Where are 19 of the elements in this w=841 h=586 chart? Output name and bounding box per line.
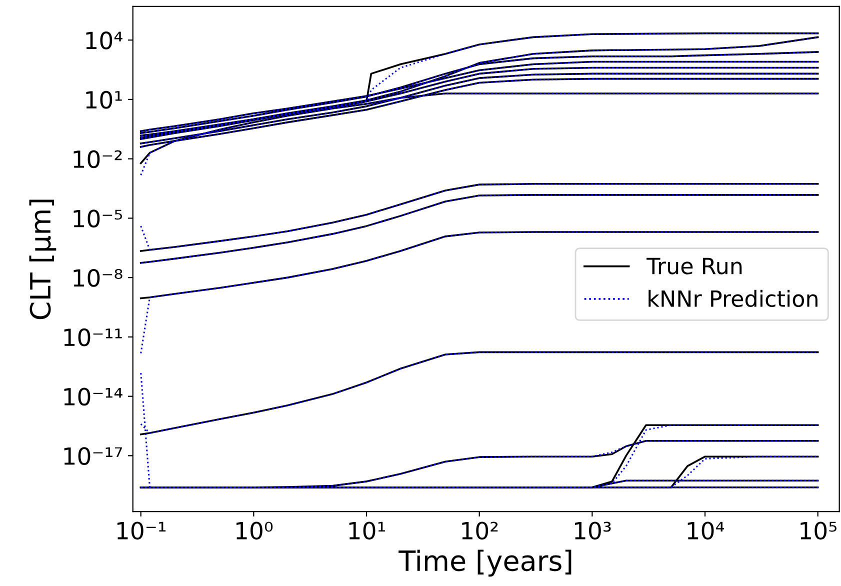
y-tick-label: 10⁻²: [74, 150, 122, 168]
y-tick-label: 10¹: [86, 90, 122, 109]
y-axis-title: CLT [μm]: [29, 200, 56, 320]
x-tick-label: 10⁴: [688, 522, 724, 540]
y-tick-label: 10⁻¹¹: [64, 328, 122, 346]
legend-label: kNNr Prediction: [648, 290, 818, 308]
x-tick-label: 10⁰: [236, 522, 273, 540]
x-axis-title: Time [years]: [398, 550, 572, 577]
x-tick-label: 10¹: [349, 522, 385, 540]
x-tick-label: 10⁵: [800, 522, 836, 540]
y-tick-label: 10⁻⁵: [74, 210, 122, 228]
legend-label: True Run: [646, 258, 742, 274]
x-tick-label: 10²: [462, 522, 498, 540]
x-tick-label: 10³: [575, 522, 611, 540]
y-tick-label: 10⁻⁸: [74, 269, 122, 287]
y-tick-label: 10⁻¹⁷: [64, 447, 122, 465]
y-tick-label: 10⁴: [86, 32, 122, 50]
y-tick-label: 10⁻¹⁴: [64, 388, 122, 406]
x-tick-label: 10⁻¹: [117, 522, 166, 540]
